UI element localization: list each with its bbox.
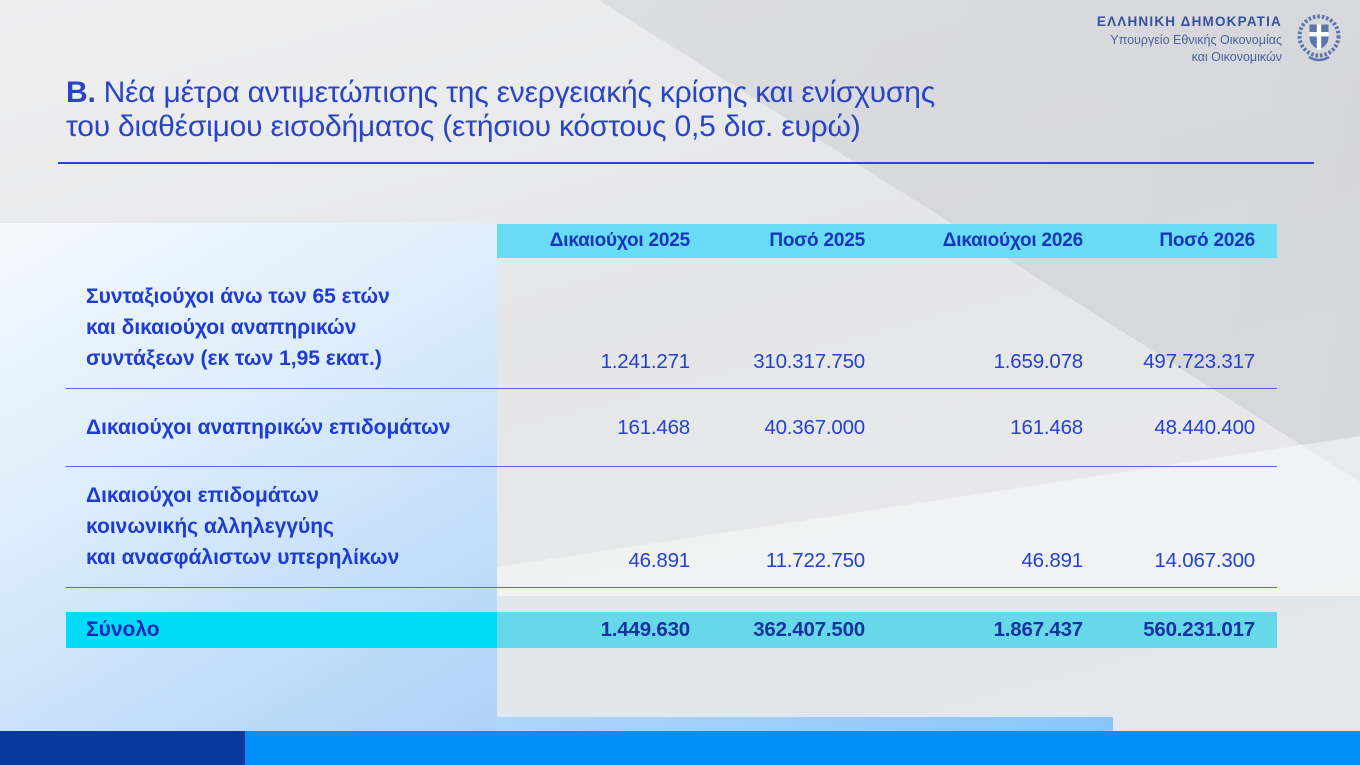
cell-value: 310.317.750 (753, 350, 865, 373)
row-label: Δικαιούχοι επιδομάτων κοινωνικής αλληλεγ… (86, 484, 400, 569)
total-cell-value: 1.449.630 (600, 618, 691, 641)
cell-value: 11.722.750 (765, 549, 865, 572)
table-body: Συνταξιούχοι άνω των 65 ετών και δικαιού… (66, 258, 1277, 588)
cell-value: 161.468 (617, 415, 690, 439)
slide-title-line1-text: Νέα μέτρα αντιμετώπισης της ενεργειακής … (103, 76, 936, 109)
column-header-amount-2025: Ποσό 2025 (769, 230, 865, 251)
table-row: Δικαιούχοι επιδομάτων κοινωνικής αλληλεγ… (66, 467, 1277, 588)
cell-value: 497.723.317 (1143, 350, 1255, 373)
government-header-text: ΕΛΛΗΝΙΚΗ ΔΗΜΟΚΡΑΤΙΑ Υπουργείο Εθνικής Οι… (1097, 14, 1282, 65)
table-row: Δικαιούχοι αναπηρικών επιδομάτων 161.468… (66, 389, 1277, 467)
column-header-beneficiaries-2025: Δικαιούχοι 2025 (549, 230, 690, 251)
table-header-row: Δικαιούχοι 2025 Ποσό 2025 Δικαιούχοι 202… (497, 224, 1277, 258)
column-header-beneficiaries-2026: Δικαιούχοι 2026 (942, 230, 1083, 251)
total-cell-value: 560.231.017 (1143, 618, 1255, 641)
ministry-name: Υπουργείο Εθνικής Οικονομίας και Οικονομ… (1110, 33, 1282, 64)
column-header-amount-2026: Ποσό 2026 (1159, 230, 1255, 251)
title-divider-rule (58, 162, 1314, 164)
row-label: Δικαιούχοι αναπηρικών επιδομάτων (86, 416, 451, 439)
cell-value: 14.067.300 (1154, 549, 1255, 572)
footer-bar-blue (245, 731, 1360, 765)
cell-value: 1.241.271 (600, 350, 691, 373)
cell-value: 48.440.400 (1154, 415, 1255, 439)
cell-value: 1.659.078 (993, 350, 1084, 373)
total-row-label: Σύνολο (86, 618, 160, 641)
total-cell-value: 362.407.500 (753, 618, 865, 641)
row-label: Συνταξιούχοι άνω των 65 ετών και δικαιού… (86, 285, 390, 370)
table-row: Συνταξιούχοι άνω των 65 ετών και δικαιού… (66, 258, 1277, 389)
slide-title: Β. Νέα μέτρα αντιμετώπισης της ενεργειακή… (66, 76, 935, 144)
cell-value: 40.367.000 (764, 415, 865, 439)
greek-coat-of-arms-icon (1292, 10, 1346, 69)
org-name: ΕΛΛΗΝΙΚΗ ΔΗΜΟΚΡΑΤΙΑ (1096, 14, 1282, 30)
footer-bar-navy (0, 731, 245, 765)
slide-title-line1: Β. Νέα μέτρα αντιμετώπισης της ενεργειακή… (66, 76, 935, 110)
slide-title-line2: του διαθέσιμου εισοδήματος (ετήσιου κόστ… (66, 110, 861, 143)
government-header: ΕΛΛΗΝΙΚΗ ΔΗΜΟΚΡΑΤΙΑ Υπουργείο Εθνικής Οι… (1097, 10, 1346, 69)
table-total-row: Σύνολο 1.449.630 362.407.500 1.867.437 5… (66, 612, 1277, 648)
slide-title-prefix: Β. (66, 76, 96, 109)
cell-value: 161.468 (1010, 415, 1083, 439)
cell-value: 46.891 (628, 549, 690, 572)
total-cell-value: 1.867.437 (993, 618, 1084, 641)
cell-value: 46.891 (1021, 549, 1083, 572)
